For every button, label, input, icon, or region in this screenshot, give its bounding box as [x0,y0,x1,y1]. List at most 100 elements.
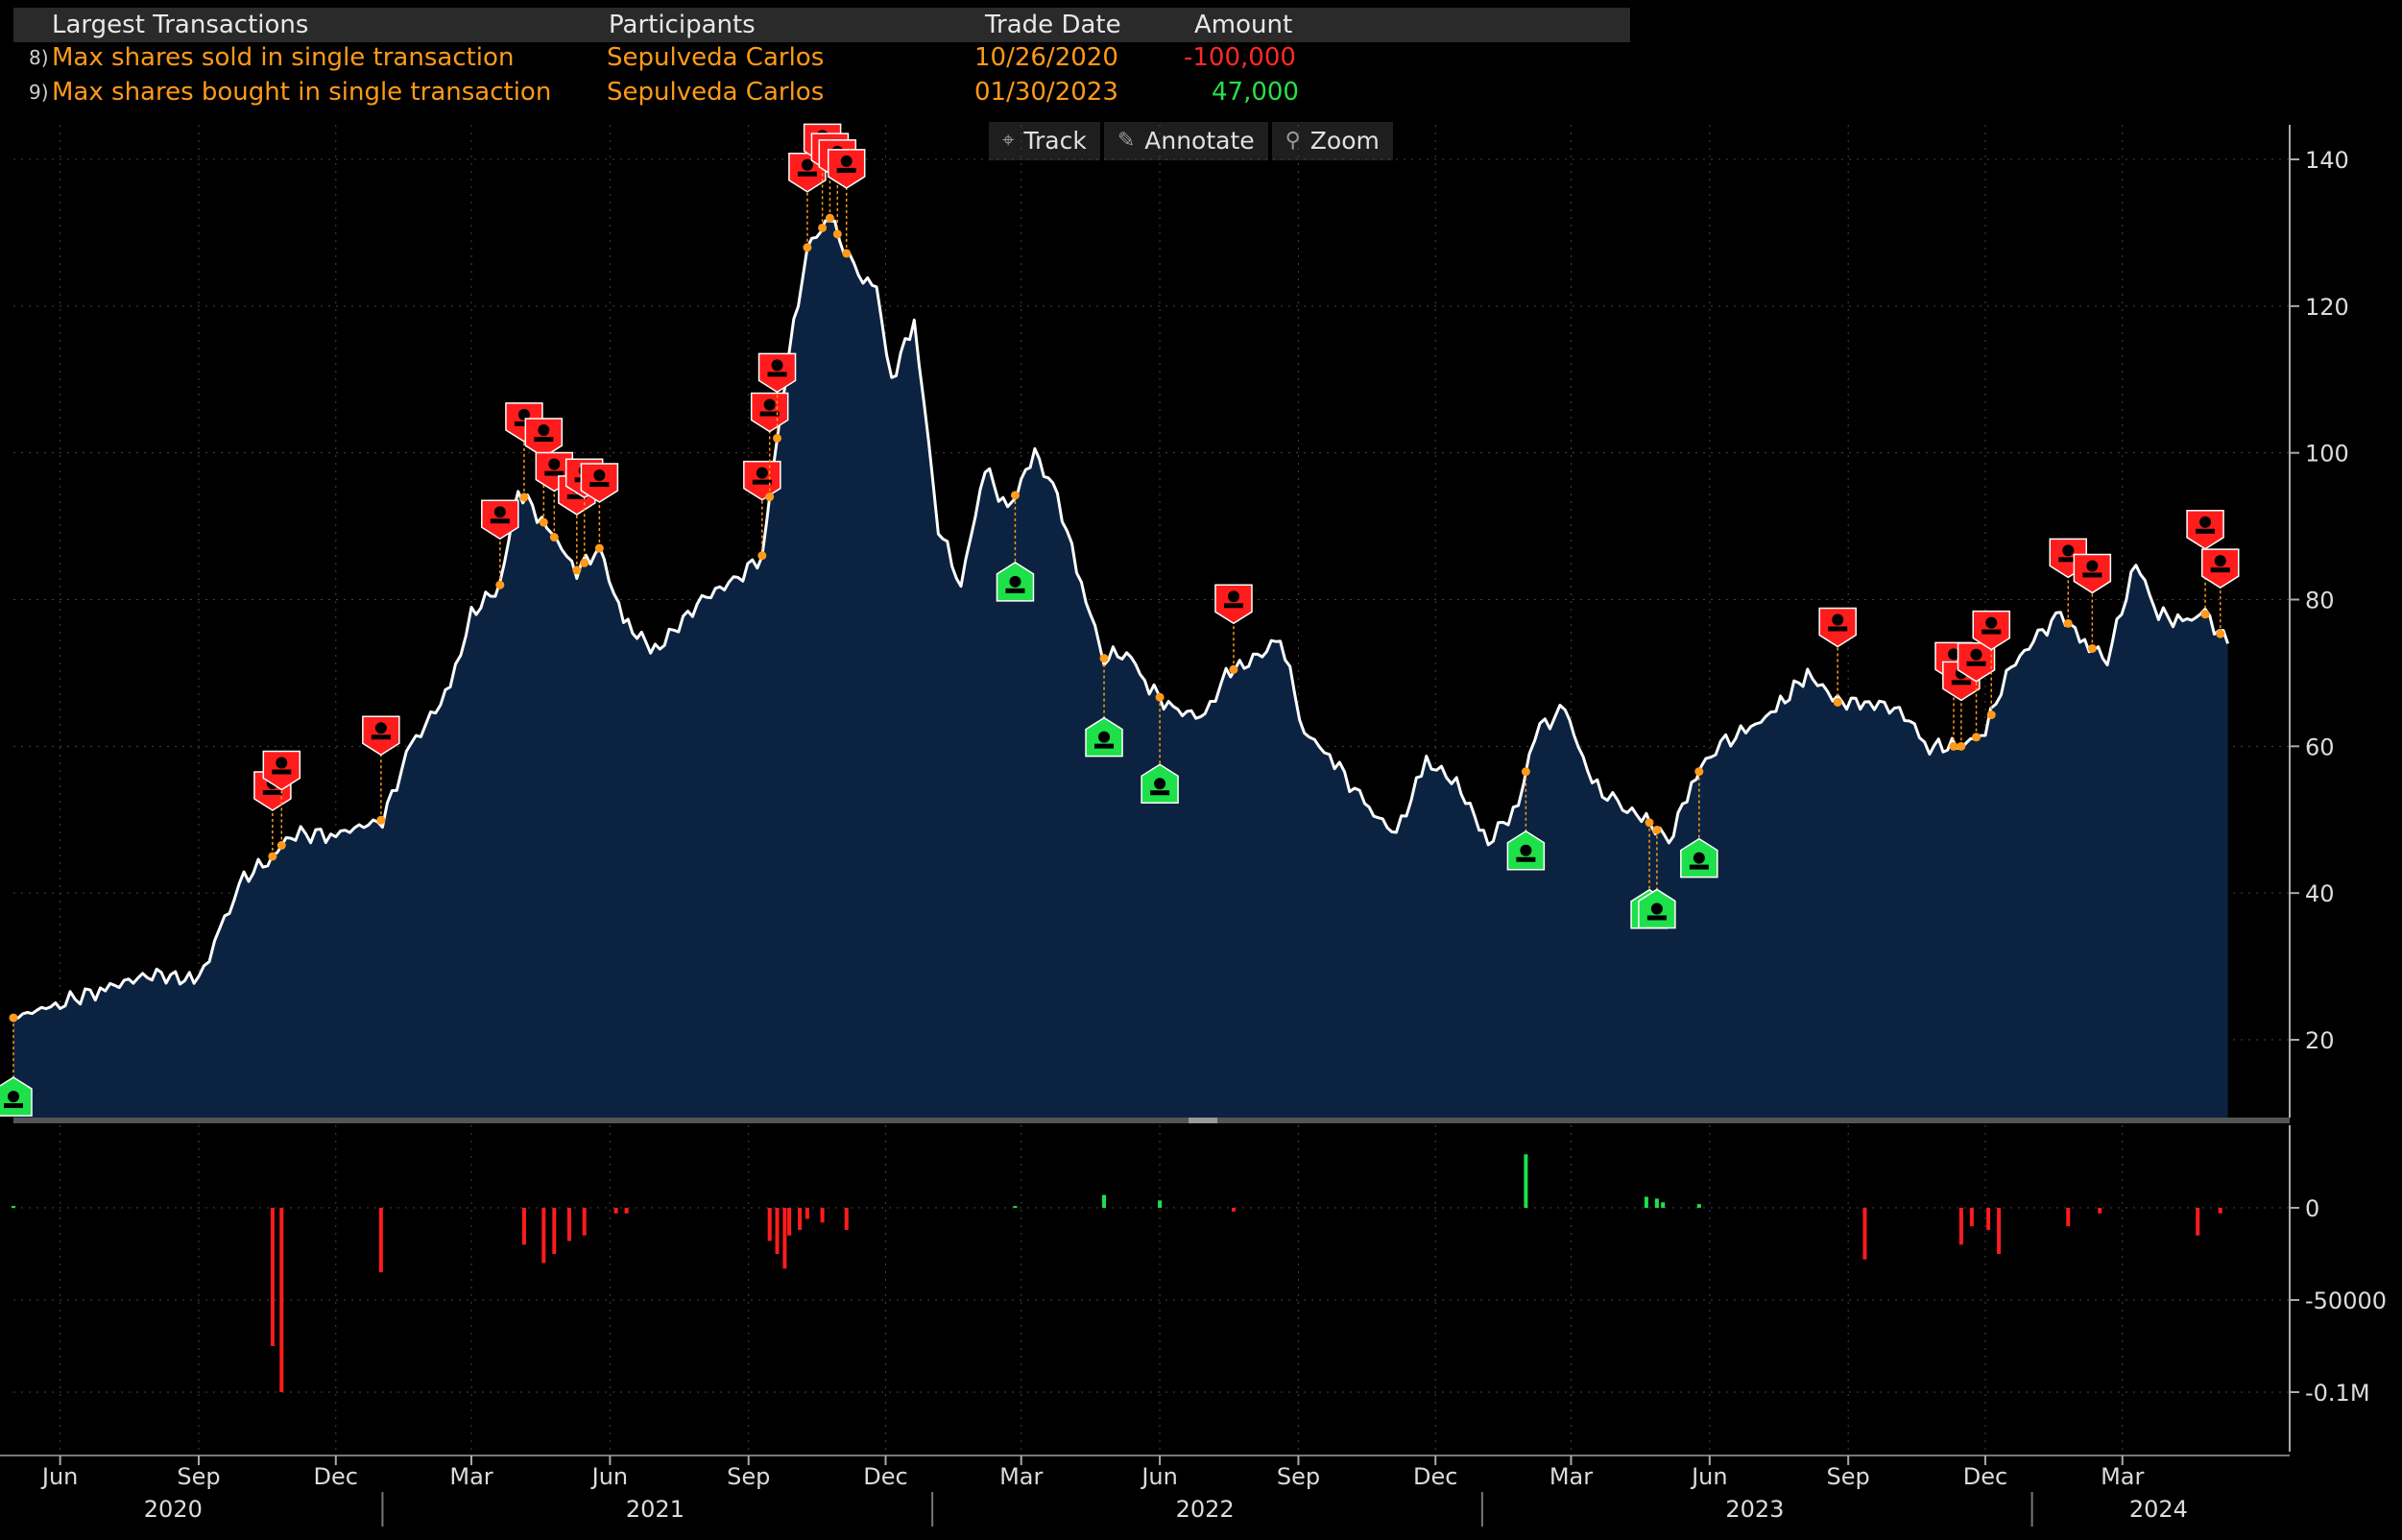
sell-volume-bar [1231,1208,1236,1212]
person-icon-base [820,152,840,157]
sell-volume-bar [279,1208,284,1392]
transaction-dot [276,840,286,850]
buy-marker-icon [1630,888,1669,929]
price-line [12,219,2230,1020]
sell-marker-icon [2186,510,2224,550]
person-icon-base [1223,603,1243,609]
transaction-dot [268,852,277,861]
person-icon [2199,516,2212,528]
annotate-button[interactable]: ✎ Annotate [1103,122,1268,160]
person-icon-base [828,157,848,163]
buy-marker-icon [1141,763,1179,804]
sell-marker-icon [1942,661,1981,702]
row-amount: -100,000 [1184,43,1296,72]
zoom-button[interactable]: ⚲ Zoom [1271,122,1393,160]
buy-volume-bar [1644,1196,1648,1208]
person-icon [570,481,583,493]
month-tick-label: Sep [727,1463,770,1490]
sell-volume-bar [521,1208,526,1245]
sell-marker-icon [750,392,789,433]
month-tick-label: Dec [1963,1463,2007,1490]
buy-volume-bar [1696,1204,1701,1208]
person-icon [824,139,836,152]
buy-marker-icon [0,1076,33,1117]
person-icon-base [1640,915,1660,921]
person-icon-base [1944,661,1964,666]
person-icon-base [1516,856,1536,862]
person-icon [756,467,768,479]
sell-volume-bar [567,1208,571,1241]
sell-volume-bar [2066,1208,2071,1227]
row-trade-date: 01/30/2023 [974,78,1118,107]
person-icon-base [262,789,282,795]
buy-volume-bar [1654,1198,1659,1208]
sell-volume-bar [1958,1208,1963,1245]
buy-marker-icon [1680,837,1718,878]
price-tick-label: 40 [2305,880,2335,907]
crosshair-icon: ⌖ [1002,129,1015,153]
transaction-row[interactable]: 8) Max shares sold in single transaction… [0,40,1632,75]
zoom-label: Zoom [1309,127,1380,155]
transaction-dot [2200,610,2210,619]
sell-volume-bar [2098,1208,2102,1214]
row-label: Max shares bought in single transaction [52,78,552,107]
person-icon [1154,778,1166,790]
person-icon [816,130,829,142]
sell-volume-bar [787,1208,792,1236]
person-icon [266,777,278,789]
sell-marker-icon [362,715,400,757]
sell-marker-icon [558,475,596,516]
buy-volume-bar [1661,1202,1666,1208]
month-tick-label: Jun [1690,1463,1728,1490]
transaction-dot [825,213,834,223]
buy-volume-bar [1013,1206,1018,1209]
track-label: Track [1023,127,1087,155]
row-index: 8) [29,46,49,69]
sell-volume-bar [582,1208,587,1236]
month-tick-label: Sep [1827,1463,1870,1490]
transaction-dot [1957,741,1966,751]
person-icon-base [1689,864,1709,870]
sell-marker-icon [262,750,301,791]
person-icon-base [534,437,554,443]
sell-marker-icon [524,418,564,458]
buy-marker-icon [1638,888,1676,929]
transaction-dot [539,517,548,527]
transaction-dot [580,558,589,567]
person-icon-base [2082,572,2102,578]
header-trade-date: Trade Date [985,11,1121,39]
person-icon-base [812,142,832,148]
person-icon [801,158,813,171]
row-index: 9) [29,81,49,104]
sell-marker-icon [810,132,850,174]
header-largest-transactions: Largest Transactions [52,11,309,39]
row-amount: 47,000 [1212,78,1299,107]
transaction-dot [2063,618,2073,628]
date-axis-band [0,1452,2402,1540]
person-icon-base [1094,743,1115,749]
person-icon-base [752,479,772,485]
transaction-dot [9,1013,18,1023]
person-icon-base [490,518,510,524]
sell-volume-bar [782,1208,787,1269]
pane-resize-handle [1189,1118,1217,1123]
transactions-header: Largest Transactions Participants Trade … [13,8,1630,42]
month-tick-label: Mar [999,1463,1043,1490]
year-label: 2021 [626,1496,685,1523]
sell-marker-icon [580,463,619,503]
person-icon [538,424,550,437]
transaction-dot [495,580,505,590]
track-button[interactable]: ⌖ Track [989,122,1100,160]
sell-volume-bar [820,1208,825,1223]
person-icon [1644,902,1656,915]
price-tick-label: 80 [2305,588,2335,614]
year-label: 2022 [1176,1496,1235,1523]
person-icon [276,757,288,769]
price-tick-label: 140 [2305,147,2349,174]
sell-marker-icon [2049,538,2088,579]
sell-volume-bar [798,1208,803,1231]
person-icon [1970,648,1982,661]
transaction-row[interactable]: 9) Max shares bought in single transacti… [0,75,1632,109]
sell-marker-icon [535,451,574,493]
person-icon-base [759,411,780,417]
